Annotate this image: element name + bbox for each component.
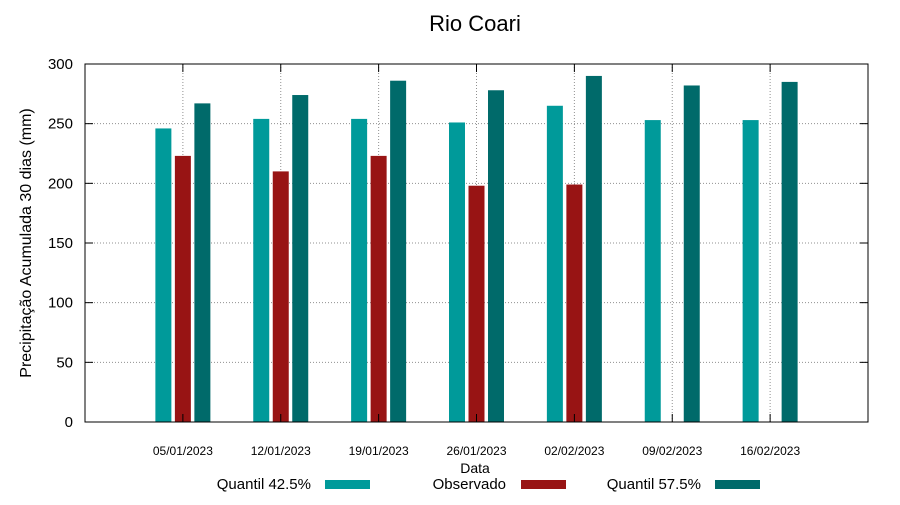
legend-label: Quantil 42.5% — [217, 476, 311, 493]
legend-label: Observado — [433, 476, 506, 493]
x-tick-label: 26/01/2023 — [446, 444, 506, 458]
bar-quantil-57-5 — [390, 80, 407, 422]
x-tick-label: 05/01/2023 — [153, 444, 213, 458]
bar-observado — [566, 184, 583, 422]
y-axis-label: Precipitação Acumulada 30 dias (mm) — [18, 108, 35, 377]
y-tick-label: 100 — [48, 295, 73, 312]
bar-quantil-42-5 — [155, 128, 172, 422]
bar-quantil-42-5 — [351, 118, 368, 422]
y-tick-label: 250 — [48, 116, 73, 133]
legend-label: Quantil 57.5% — [607, 476, 701, 493]
bar-quantil-42-5 — [742, 120, 759, 422]
bar-observado — [174, 155, 191, 423]
bar-quantil-42-5 — [449, 122, 465, 423]
bar-quantil-57-5 — [194, 103, 211, 422]
bar-quantil-57-5 — [683, 85, 700, 422]
bar-quantil-57-5 — [292, 95, 309, 422]
chart-title: Rio Coari — [429, 11, 521, 36]
y-tick-label: 50 — [56, 354, 73, 371]
x-tick-label: 19/01/2023 — [349, 444, 409, 458]
legend-swatch — [521, 480, 566, 489]
bar-quantil-42-5 — [253, 118, 270, 422]
y-axis-ticks: 0 50 100 150 200 250 300 — [48, 56, 868, 431]
bar-observado — [468, 185, 485, 422]
y-tick-label: 300 — [48, 56, 73, 73]
bar-quantil-57-5 — [781, 81, 798, 423]
x-tick-label: 16/02/2023 — [740, 444, 800, 458]
bar-quantil-57-5 — [585, 75, 602, 422]
x-tick-label: 12/01/2023 — [251, 444, 311, 458]
y-tick-label: 150 — [48, 235, 73, 252]
bar-observado — [272, 171, 289, 422]
bar-quantil-42-5 — [546, 105, 563, 423]
x-axis-ticks: 05/01/2023 12/01/2023 19/01/2023 26/01/2023… — [153, 64, 800, 458]
x-tick-label: 09/02/2023 — [642, 444, 702, 458]
bar-quantil-57-5 — [488, 90, 504, 423]
legend: Quantil 42.5% Observado Quantil 57.5% — [217, 476, 760, 493]
bars — [155, 75, 798, 423]
legend-swatch — [715, 480, 760, 489]
bar-observado — [370, 155, 387, 423]
legend-swatch — [325, 480, 370, 489]
y-tick-label: 0 — [65, 414, 73, 431]
y-tick-label: 200 — [48, 175, 73, 192]
bar-quantil-42-5 — [644, 120, 661, 422]
x-tick-label: 02/02/2023 — [544, 444, 604, 458]
x-axis-label: Data — [460, 460, 490, 476]
